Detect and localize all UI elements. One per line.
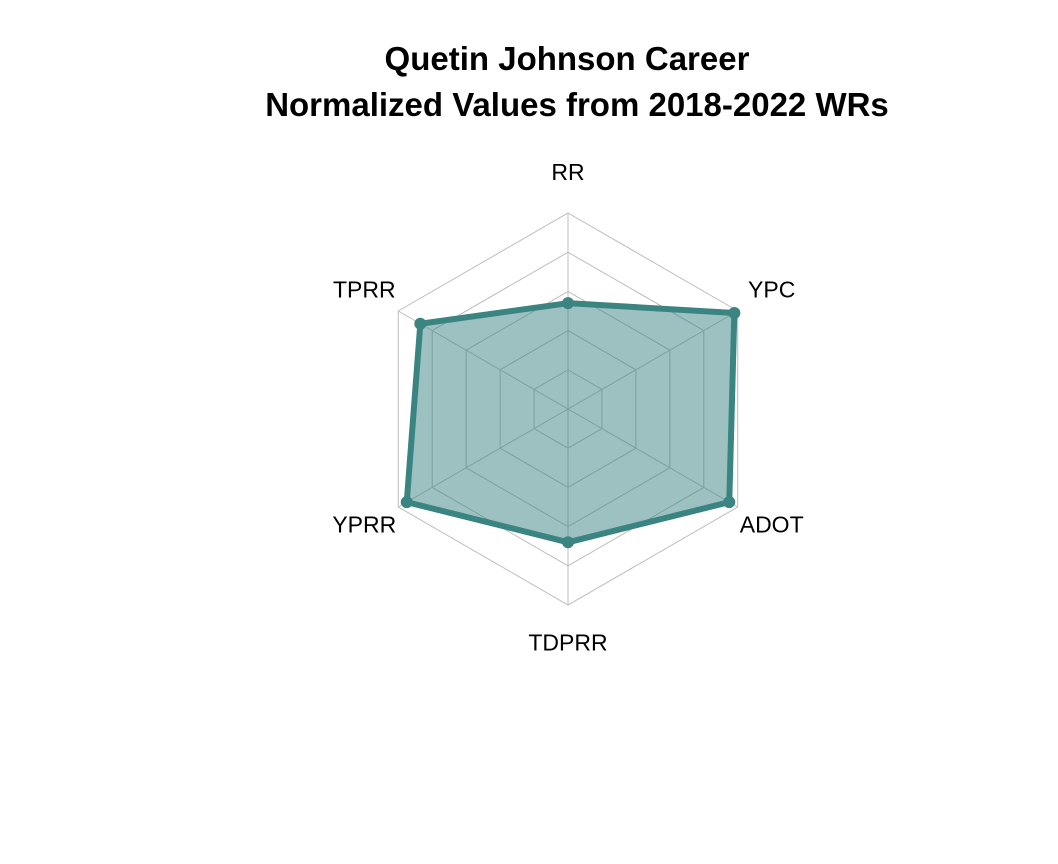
chart-title-line-1: Quetin Johnson Career (385, 40, 750, 77)
axis-label-yprr: YPRR (332, 512, 396, 538)
axis-labels: RR YPC ADOT TDPRR YPRR TPRR (332, 159, 803, 655)
chart-title-line-2: Normalized Values from 2018-2022 WRs (265, 86, 889, 123)
data-point-yprr (400, 496, 413, 509)
data-point-adot (723, 496, 736, 509)
data-point-tprr (414, 317, 427, 330)
radar-series (400, 297, 741, 549)
axis-label-adot: ADOT (740, 512, 804, 538)
axis-label-ypc: YPC (748, 276, 795, 302)
data-point-ypc (728, 306, 741, 319)
data-point-tdprr (562, 536, 574, 549)
axis-label-rr: RR (551, 159, 584, 185)
data-point-rr (562, 297, 574, 310)
axis-label-tdprr: TDPRR (528, 629, 607, 655)
axis-label-tprr: TPRR (333, 276, 396, 302)
series-area-0 (403, 300, 738, 546)
